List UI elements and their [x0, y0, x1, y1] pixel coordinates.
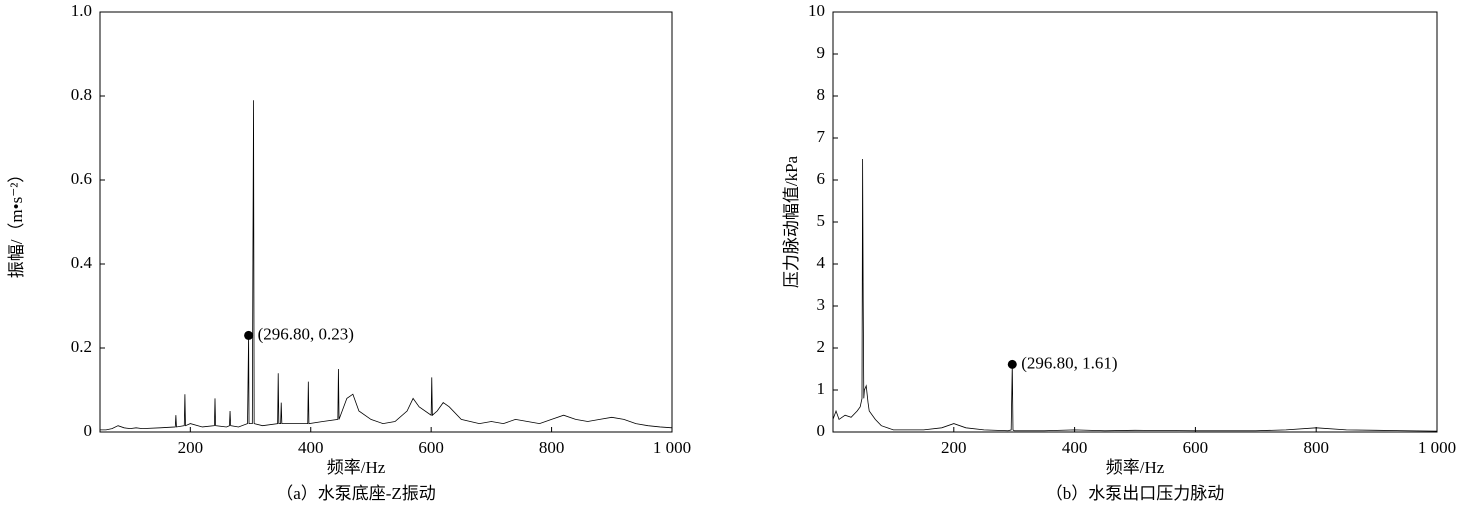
annotation-label: (296.80, 1.61) [1021, 353, 1117, 372]
y-tick-label: 0.4 [71, 253, 93, 272]
caption: （b）水泵出口压力脉动 [1046, 484, 1225, 503]
x-tick-label: 600 [418, 438, 444, 457]
plot-frame [832, 11, 1438, 433]
y-axis-title: 振幅/（m•s⁻²） [7, 166, 26, 279]
y-axis-title: 压力脉动幅值/kPa [782, 155, 801, 288]
annotation-label: (296.80, 0.23) [258, 324, 354, 343]
y-tick-label: 8 [817, 85, 826, 104]
y-tick-label: 1.0 [71, 1, 92, 20]
y-tick-label: 7 [817, 127, 826, 146]
x-tick-label: 400 [298, 438, 324, 457]
x-tick-label: 800 [1303, 438, 1329, 457]
x-tick-label: 1 000 [653, 438, 691, 457]
y-tick-label: 0 [817, 421, 826, 440]
x-tick-label: 200 [941, 438, 967, 457]
y-tick-label: 0.6 [71, 169, 92, 188]
x-tick-label: 800 [539, 438, 565, 457]
x-axis-title: 频率/Hz [1106, 458, 1165, 477]
x-tick-label: 1 000 [1418, 438, 1456, 457]
x-tick-label: 400 [1062, 438, 1088, 457]
y-tick-label: 5 [817, 211, 826, 230]
y-tick-label: 9 [817, 43, 826, 62]
y-tick-label: 6 [817, 169, 826, 188]
y-tick-label: 0 [84, 421, 93, 440]
x-axis-title: 频率/Hz [327, 458, 386, 477]
y-tick-label: 3 [817, 295, 826, 314]
y-tick-label: 0.2 [71, 337, 92, 356]
annotation-point [244, 330, 254, 340]
plot-frame [99, 11, 673, 433]
y-tick-label: 2 [817, 337, 826, 356]
y-tick-label: 1 [817, 379, 826, 398]
annotation-point [1007, 359, 1017, 369]
y-tick-label: 0.8 [71, 85, 92, 104]
y-tick-label: 10 [808, 1, 825, 20]
spectrum-line [100, 100, 673, 431]
spectrum-line [832, 158, 1438, 432]
y-tick-label: 4 [817, 253, 826, 272]
caption: （a）水泵底座-Z振动 [276, 484, 436, 503]
x-tick-label: 600 [1183, 438, 1209, 457]
x-tick-label: 200 [178, 438, 204, 457]
